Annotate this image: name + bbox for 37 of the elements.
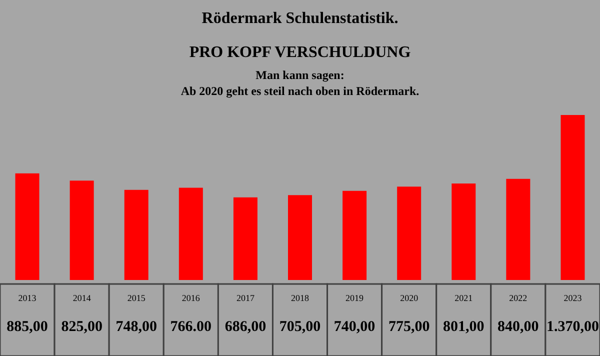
bar <box>342 190 367 280</box>
x-tick-label: 2023 <box>564 293 582 303</box>
data-label: 885,00 <box>6 319 48 335</box>
data-label: 775,00 <box>388 319 430 335</box>
data-label: 705,00 <box>279 319 321 335</box>
bar <box>397 186 422 280</box>
x-tick-label: 2019 <box>346 293 364 303</box>
data-label: 748,00 <box>116 319 157 335</box>
bar <box>178 188 203 280</box>
chart-subtitle: PRO KOPF VERSCHULDUNG <box>189 44 412 61</box>
data-label: 840,00 <box>498 319 539 335</box>
x-tick-label: 2014 <box>72 293 92 303</box>
bar <box>233 197 258 280</box>
bar <box>560 115 585 280</box>
bar <box>452 184 476 280</box>
data-label: 801,00 <box>443 319 484 335</box>
text: Ab 2020 geht es steil nach oben in Rödermark. <box>180 84 420 98</box>
data-label: 686,00 <box>224 319 266 335</box>
x-tick-label: 2015 <box>127 293 146 303</box>
x-tick-label: 2020 <box>400 293 419 303</box>
bar <box>124 190 148 280</box>
bar <box>15 173 40 280</box>
x-tick-label: 2017 <box>236 293 255 303</box>
bar <box>506 178 530 280</box>
x-tick-label: 2018 <box>291 293 310 303</box>
x-tick-label: 2016 <box>182 293 200 303</box>
bar <box>70 180 94 280</box>
bar <box>288 195 312 280</box>
x-tick-label: 2013 <box>18 293 37 303</box>
x-tick-label: 2021 <box>454 293 473 303</box>
data-label: 740,00 <box>334 319 376 335</box>
x-tick-label: 2022 <box>509 293 528 303</box>
text: Man kann sagen: <box>256 68 344 82</box>
data-label: 766.00 <box>170 319 212 335</box>
data-label: 1.370,00 <box>546 319 599 335</box>
chart-title: Rödermark Schulenstatistik. <box>202 10 398 27</box>
data-label: 825,00 <box>61 319 102 335</box>
